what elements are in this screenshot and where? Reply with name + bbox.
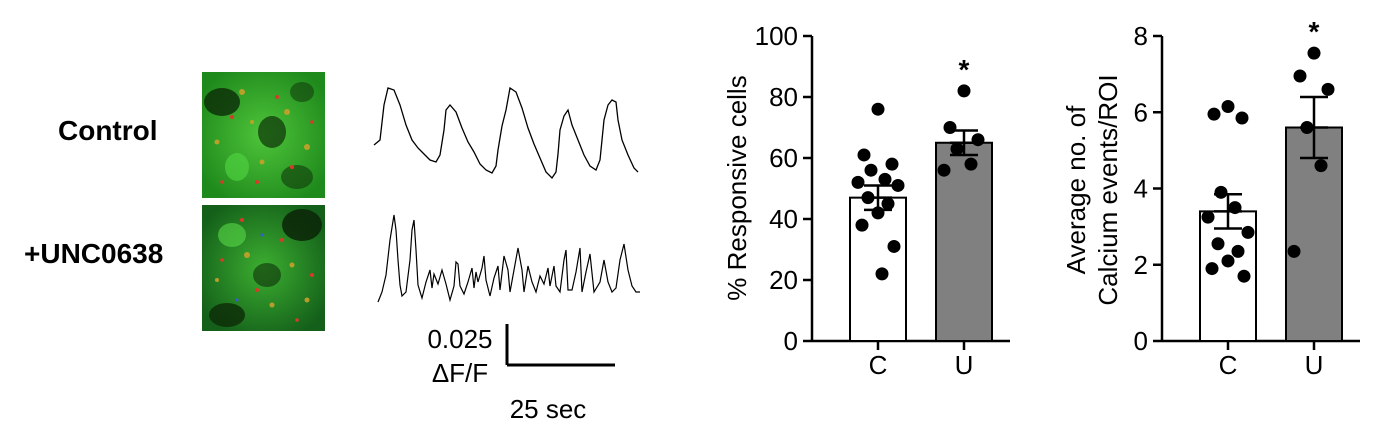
calcium-data-point <box>1205 262 1219 276</box>
calcium-traces: 0.025 ΔF/F 25 sec <box>373 86 640 424</box>
responsive-ytick-label: 20 <box>769 265 798 295</box>
responsive-data-point <box>943 121 957 134</box>
ylabel-calcium-line2: Calcium events/ROI <box>1093 74 1123 305</box>
calcium-data-point <box>1231 244 1245 258</box>
calcium-data-point <box>1228 201 1242 215</box>
responsive-data-point <box>937 163 951 177</box>
responsive-data-point <box>957 84 971 98</box>
scale-amplitude-value: 0.025 <box>427 324 492 354</box>
control-trace <box>373 86 639 180</box>
calcium-data-point <box>1237 269 1251 283</box>
responsive-xtick-label: C <box>869 350 888 380</box>
calcium-xtick-label: C <box>1219 350 1238 380</box>
calcium-data-point <box>1314 159 1328 173</box>
responsive-data-point <box>887 239 901 253</box>
calcium-data-point <box>1207 107 1221 121</box>
scale-time-label: 25 sec <box>510 394 587 424</box>
responsive-data-point <box>885 157 899 171</box>
unc0638-trace <box>377 214 640 303</box>
ylabel-calcium-line1: Average no. of <box>1061 105 1091 274</box>
responsive-ytick-label: 40 <box>769 204 798 234</box>
calcium-significance-marker: * <box>1309 16 1320 47</box>
calcium-data-point <box>1287 244 1301 258</box>
calcium-data-point <box>1300 121 1314 134</box>
calcium-ytick-label: 4 <box>1134 174 1148 204</box>
calcium-xtick-label: U <box>1305 350 1324 380</box>
calcium-data-point <box>1221 100 1235 114</box>
responsive-data-point <box>864 163 878 177</box>
responsive-data-point <box>871 102 885 116</box>
calcium-data-point <box>1293 69 1307 83</box>
unc0638-microscopy-image <box>202 205 325 331</box>
responsive-ytick-label: 100 <box>755 21 798 51</box>
calcium-ytick-label: 0 <box>1134 326 1148 356</box>
responsive-data-point <box>857 148 871 162</box>
responsive-significance-marker: * <box>959 54 970 85</box>
scale-amplitude-unit: ΔF/F <box>432 358 488 388</box>
responsive-ytick-label: 80 <box>769 82 798 112</box>
responsive-data-point <box>964 157 978 171</box>
calcium-ytick-label: 6 <box>1134 97 1148 127</box>
calcium-data-point <box>1211 237 1225 251</box>
responsive-data-point <box>851 175 865 189</box>
responsive-data-point <box>878 172 892 186</box>
calcium-data-point <box>1235 111 1249 125</box>
control-microscopy-image <box>202 72 325 198</box>
responsive-data-point <box>891 178 905 192</box>
responsive-data-point <box>875 267 889 281</box>
calcium-data-point <box>1307 46 1321 60</box>
calcium-bar <box>1285 126 1343 342</box>
responsive-data-point <box>971 133 985 147</box>
responsive-data-point <box>855 218 869 232</box>
responsive-ytick-label: 0 <box>784 326 798 356</box>
calcium-ytick-label: 2 <box>1134 250 1148 280</box>
responsive-data-point <box>871 206 885 220</box>
calcium-data-point <box>1321 82 1335 96</box>
calcium-data-point <box>1214 185 1228 199</box>
calcium-data-point <box>1201 210 1215 224</box>
responsive-ytick-label: 60 <box>769 143 798 173</box>
calcium-events-chart: Average no. of Calcium events/ROI 0 2 4 6 8 C… <box>1061 16 1360 380</box>
calcium-data-point <box>1221 254 1235 268</box>
responsive-data-point <box>861 191 875 205</box>
responsive-data-point <box>950 142 964 156</box>
ylabel-responsive: % Responsive cells <box>722 75 752 300</box>
responsive-data-point <box>881 197 895 211</box>
label-unc0638: +UNC0638 <box>24 238 164 269</box>
calcium-data-point <box>1241 225 1255 239</box>
label-control: Control <box>58 115 158 146</box>
calcium-ytick-label: 8 <box>1134 21 1148 51</box>
responsive-xtick-label: U <box>955 350 974 380</box>
responsive-cells-chart: % Responsive cells 0 20 40 60 80 100 C U * <box>722 21 1010 380</box>
